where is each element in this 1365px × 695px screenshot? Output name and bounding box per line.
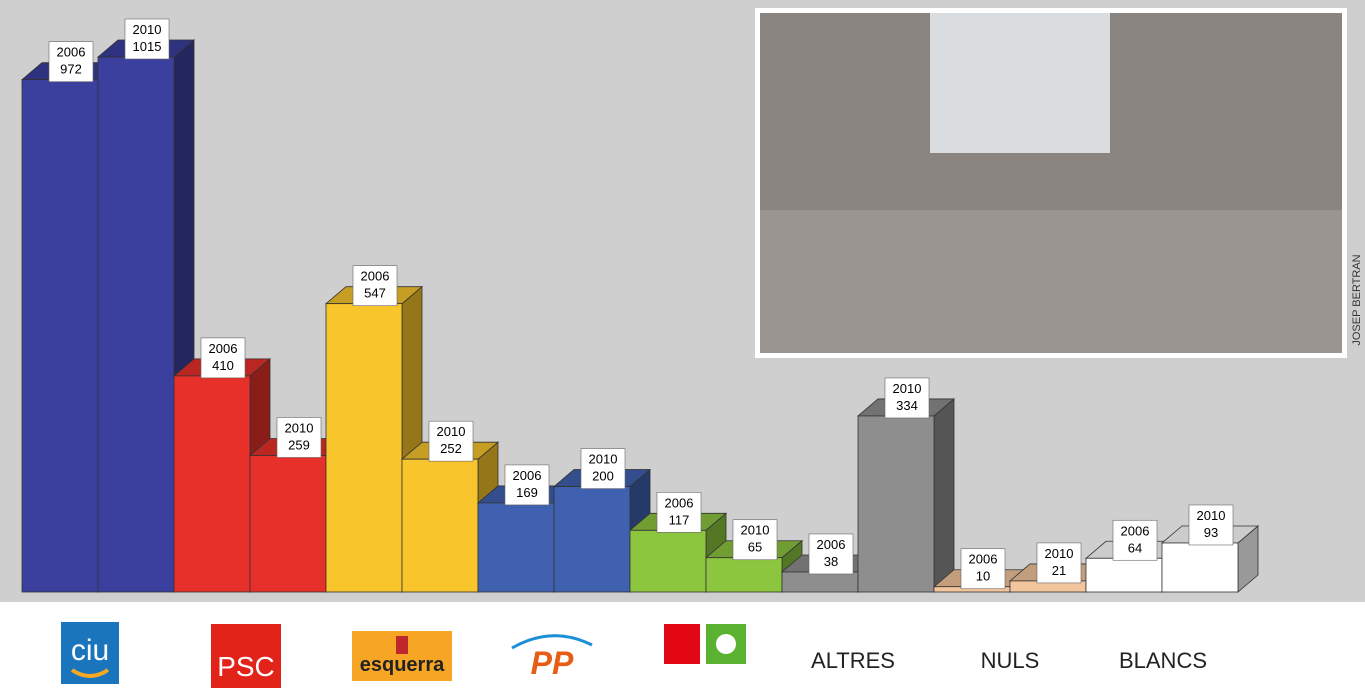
bar-front <box>174 376 250 592</box>
x-tick-label: ALTRES <box>811 648 895 673</box>
x-tick-label: ciu <box>71 634 109 667</box>
value-label: 117 <box>669 512 690 527</box>
bar-front <box>858 416 934 592</box>
value-label-year: 2010 <box>1045 546 1074 561</box>
bar-front <box>782 572 858 592</box>
bar-front <box>478 503 554 592</box>
value-label: 10 <box>976 569 990 584</box>
value-label: 259 <box>288 437 310 452</box>
logo-icv-red <box>664 624 700 664</box>
photo-door <box>930 13 1110 153</box>
value-label-year: 2006 <box>665 495 694 510</box>
value-label: 410 <box>212 358 234 373</box>
logo-icv-sun <box>716 634 736 654</box>
value-label-year: 2010 <box>893 381 922 396</box>
value-label-year: 2006 <box>513 468 542 483</box>
bar-side <box>934 399 954 592</box>
value-label-year: 2010 <box>741 523 770 538</box>
bar-front <box>402 459 478 592</box>
value-label: 93 <box>1204 525 1218 540</box>
x-tick-label: PSC <box>217 651 275 682</box>
x-tick-label: NULS <box>981 648 1040 673</box>
bar-front <box>630 530 706 592</box>
value-label: 21 <box>1052 563 1066 578</box>
bar-front <box>22 80 98 592</box>
value-label: 64 <box>1128 540 1142 555</box>
bar-front <box>326 304 402 592</box>
bar <box>858 399 954 592</box>
value-label-year: 2010 <box>589 452 618 467</box>
photo-credit: JOSEP BERTRAN <box>1351 254 1363 345</box>
bar-front <box>554 487 630 592</box>
value-label: 200 <box>592 469 614 484</box>
value-label: 1015 <box>133 39 162 54</box>
value-label: 169 <box>516 485 538 500</box>
value-label-year: 2006 <box>817 537 846 552</box>
page: JOSEP BERTRAN 20069722010101520064102010… <box>0 0 1365 690</box>
value-label-year: 2010 <box>285 420 314 435</box>
value-label-year: 2006 <box>209 341 238 356</box>
value-label: 252 <box>440 441 462 456</box>
value-label-year: 2006 <box>969 552 998 567</box>
value-label: 334 <box>896 398 918 413</box>
value-label: 547 <box>364 286 386 301</box>
bar-front <box>98 57 174 592</box>
value-label: 65 <box>748 540 762 555</box>
value-label: 972 <box>60 62 82 77</box>
value-label-year: 2010 <box>1197 508 1226 523</box>
logo-erc-mark <box>396 636 408 654</box>
value-label-year: 2006 <box>1121 523 1150 538</box>
value-label-year: 2010 <box>133 22 162 37</box>
value-label-year: 2006 <box>57 45 86 60</box>
value-label-year: 2010 <box>437 424 466 439</box>
bar-front <box>250 455 326 592</box>
bar-front <box>1086 558 1162 592</box>
value-label: 38 <box>824 554 838 569</box>
bar-front <box>706 558 782 592</box>
bar-front <box>1162 543 1238 592</box>
x-tick-label: BLANCS <box>1119 648 1207 673</box>
value-label-year: 2006 <box>361 269 390 284</box>
x-tick-label: PP <box>531 645 574 681</box>
chart: JOSEP BERTRAN 20069722010101520064102010… <box>0 0 1365 690</box>
x-tick-label: esquerra <box>360 654 445 676</box>
photo-ground <box>760 210 1342 353</box>
